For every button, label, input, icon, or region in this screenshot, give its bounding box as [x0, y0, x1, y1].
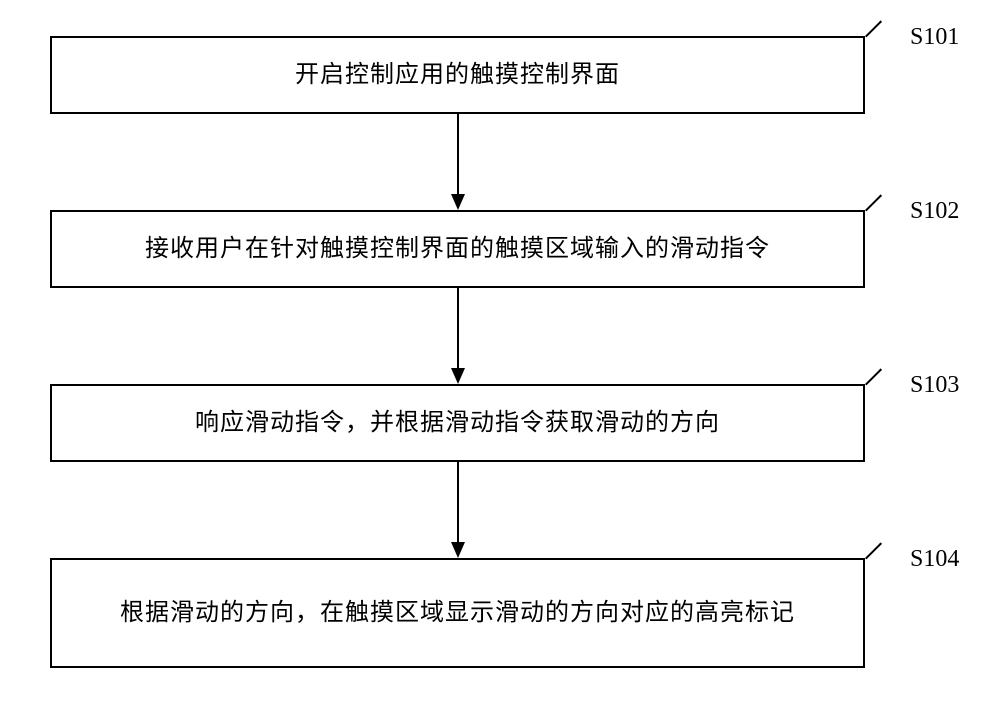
connector-tick-3: [865, 368, 882, 385]
arrow-line-1: [457, 114, 459, 196]
step-label-2: S102: [910, 198, 959, 225]
flowchart-step-4: 根据滑动的方向，在触摸区域显示滑动的方向对应的高亮标记: [50, 558, 865, 668]
arrow-line-2: [457, 288, 459, 370]
arrow-head-2: [451, 368, 465, 384]
step-label-1: S101: [910, 24, 959, 51]
step-text: 根据滑动的方向，在触摸区域显示滑动的方向对应的高亮标记: [120, 595, 795, 631]
connector-tick-2: [865, 194, 882, 211]
flowchart-step-1: 开启控制应用的触摸控制界面: [50, 36, 865, 114]
arrow-line-3: [457, 462, 459, 544]
step-label-3: S103: [910, 372, 959, 399]
arrow-head-1: [451, 194, 465, 210]
flowchart-step-2: 接收用户在针对触摸控制界面的触摸区域输入的滑动指令: [50, 210, 865, 288]
flowchart-step-3: 响应滑动指令，并根据滑动指令获取滑动的方向: [50, 384, 865, 462]
step-label-4: S104: [910, 546, 959, 573]
connector-tick-4: [865, 542, 882, 559]
step-text: 开启控制应用的触摸控制界面: [295, 57, 620, 93]
arrow-head-3: [451, 542, 465, 558]
step-text: 接收用户在针对触摸控制界面的触摸区域输入的滑动指令: [145, 231, 770, 267]
step-text: 响应滑动指令，并根据滑动指令获取滑动的方向: [195, 405, 720, 441]
connector-tick-1: [865, 20, 882, 37]
